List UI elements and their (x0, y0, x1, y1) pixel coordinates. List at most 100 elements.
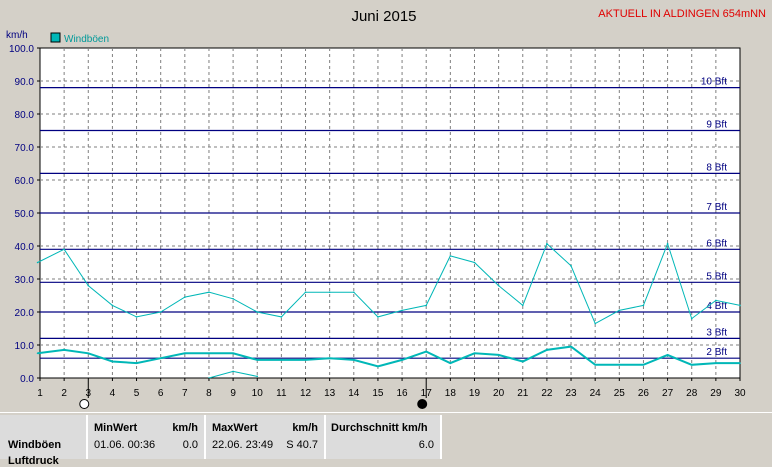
min-unit: km/h (172, 422, 198, 434)
data-point (642, 364, 645, 366)
data-point (570, 265, 572, 267)
data-point (304, 359, 307, 361)
x-tick-label: 27 (662, 388, 674, 399)
new-moon-icon (417, 399, 428, 409)
data-point (497, 284, 500, 287)
data-point (521, 304, 524, 307)
x-tick-label: 5 (134, 388, 140, 399)
legend-swatch (50, 32, 61, 43)
data-point (642, 304, 645, 307)
data-point (715, 362, 717, 364)
x-tick-label: 23 (565, 388, 577, 399)
beaufort-label: 6 Bft (706, 238, 727, 249)
gust-chart: 2 Bft 3 Bft 4 Bft 5 Bft 6 Bft 7 Bft 8 Bft 9 Bft… (6, 8, 766, 409)
x-tick-label: 13 (324, 388, 336, 399)
x-tick-labels: 1234567891011121314151617181920212223242… (37, 378, 746, 399)
x-tick-label: 14 (348, 388, 360, 399)
y-tick-label: 90.0 (15, 77, 35, 88)
x-tick-label: 7 (182, 388, 188, 399)
y-tick-labels: 0.0 10.0 20.0 30.0 40.0 50.0 60.0 70.0 80.0 90.0 1… (9, 44, 40, 385)
data-point (594, 322, 596, 325)
data-point (473, 352, 476, 355)
data-point (690, 364, 693, 366)
stats-label-cell: Windböen Luftdruck (0, 415, 88, 467)
y-tick-label: 40.0 (15, 242, 35, 253)
legend-label: Windböen (64, 34, 109, 45)
stats-row-label: Windböen (8, 439, 62, 451)
x-tick-label: 26 (638, 388, 650, 399)
data-point (690, 317, 693, 320)
station-label: AKTUELL IN ALDINGEN 654mNN (598, 8, 766, 20)
y-axis-unit: km/h (6, 30, 28, 41)
stats-row-label-2: Luftdruck (8, 455, 59, 467)
y-tick-label: 0.0 (20, 374, 34, 385)
data-point (425, 304, 428, 307)
x-tick-label: 25 (614, 388, 626, 399)
data-point (401, 309, 403, 312)
data-point (352, 291, 355, 294)
y-tick-label: 10.0 (15, 341, 35, 352)
stats-avg-cell: Durchschnitt km/h 6.0 (326, 415, 442, 459)
data-point (594, 364, 596, 366)
stats-min-cell: MinWert km/h 01.06. 00:36 0.0 (88, 415, 206, 459)
data-point (521, 360, 524, 363)
data-point (159, 357, 162, 360)
data-point (377, 365, 379, 368)
x-tick-label: 8 (206, 388, 212, 399)
x-tick-label: 12 (300, 388, 312, 399)
stats-max-cell: MaxWert km/h 22.06. 23:49 S 40.7 (206, 415, 326, 459)
data-point (280, 359, 283, 361)
data-point (401, 359, 403, 361)
beaufort-label: 9 Bft (706, 120, 727, 131)
data-point (159, 311, 162, 313)
x-tick-label: 20 (493, 388, 505, 399)
data-point (352, 359, 355, 361)
x-tick-label: 19 (469, 388, 481, 399)
data-point (449, 362, 452, 364)
data-point (304, 291, 307, 294)
grid-lines (40, 48, 740, 378)
data-point (328, 291, 331, 294)
x-tick-label: 2 (61, 388, 67, 399)
beaufort-label: 3 Bft (706, 327, 727, 338)
data-point (111, 360, 114, 363)
data-point (546, 349, 548, 351)
x-tick-label: 29 (710, 388, 722, 399)
data-point (87, 284, 90, 287)
beaufort-label: 4 Bft (706, 301, 727, 312)
data-point (63, 349, 65, 351)
avg-header: Durchschnitt km/h (331, 422, 428, 434)
max-when: 22.06. 23:49 (212, 439, 274, 451)
x-tick-label: 28 (686, 388, 698, 399)
max-unit: km/h (292, 422, 318, 434)
max-value: S 40.7 (286, 439, 318, 451)
y-tick-label: 100.0 (9, 44, 34, 55)
beaufort-label: 5 Bft (706, 271, 727, 282)
data-point (184, 296, 186, 298)
series-line-2 (37, 345, 740, 368)
y-tick-label: 30.0 (15, 275, 35, 286)
stats-panel: Windböen Luftdruck MinWert km/h 01.06. 0… (0, 412, 772, 467)
y-tick-label: 80.0 (15, 110, 35, 121)
data-point (256, 359, 259, 361)
data-point (473, 261, 476, 264)
x-tick-label: 24 (590, 388, 602, 399)
moon-markers (79, 381, 428, 409)
data-point (570, 345, 572, 348)
x-tick-label: 16 (397, 388, 409, 399)
data-point (256, 375, 259, 378)
data-point (618, 309, 621, 312)
data-point (739, 304, 741, 307)
x-tick-label: 22 (541, 388, 553, 399)
data-point (135, 316, 138, 318)
data-point (739, 362, 741, 364)
x-tick-label: 4 (110, 388, 116, 399)
x-tick-label: 30 (734, 388, 746, 399)
data-point (36, 261, 39, 264)
series-line-1 (37, 242, 741, 325)
data-point (63, 248, 65, 251)
data-point (87, 352, 90, 355)
x-tick-label: 10 (252, 388, 264, 399)
min-when: 01.06. 00:36 (94, 439, 156, 451)
data-point (377, 316, 379, 318)
